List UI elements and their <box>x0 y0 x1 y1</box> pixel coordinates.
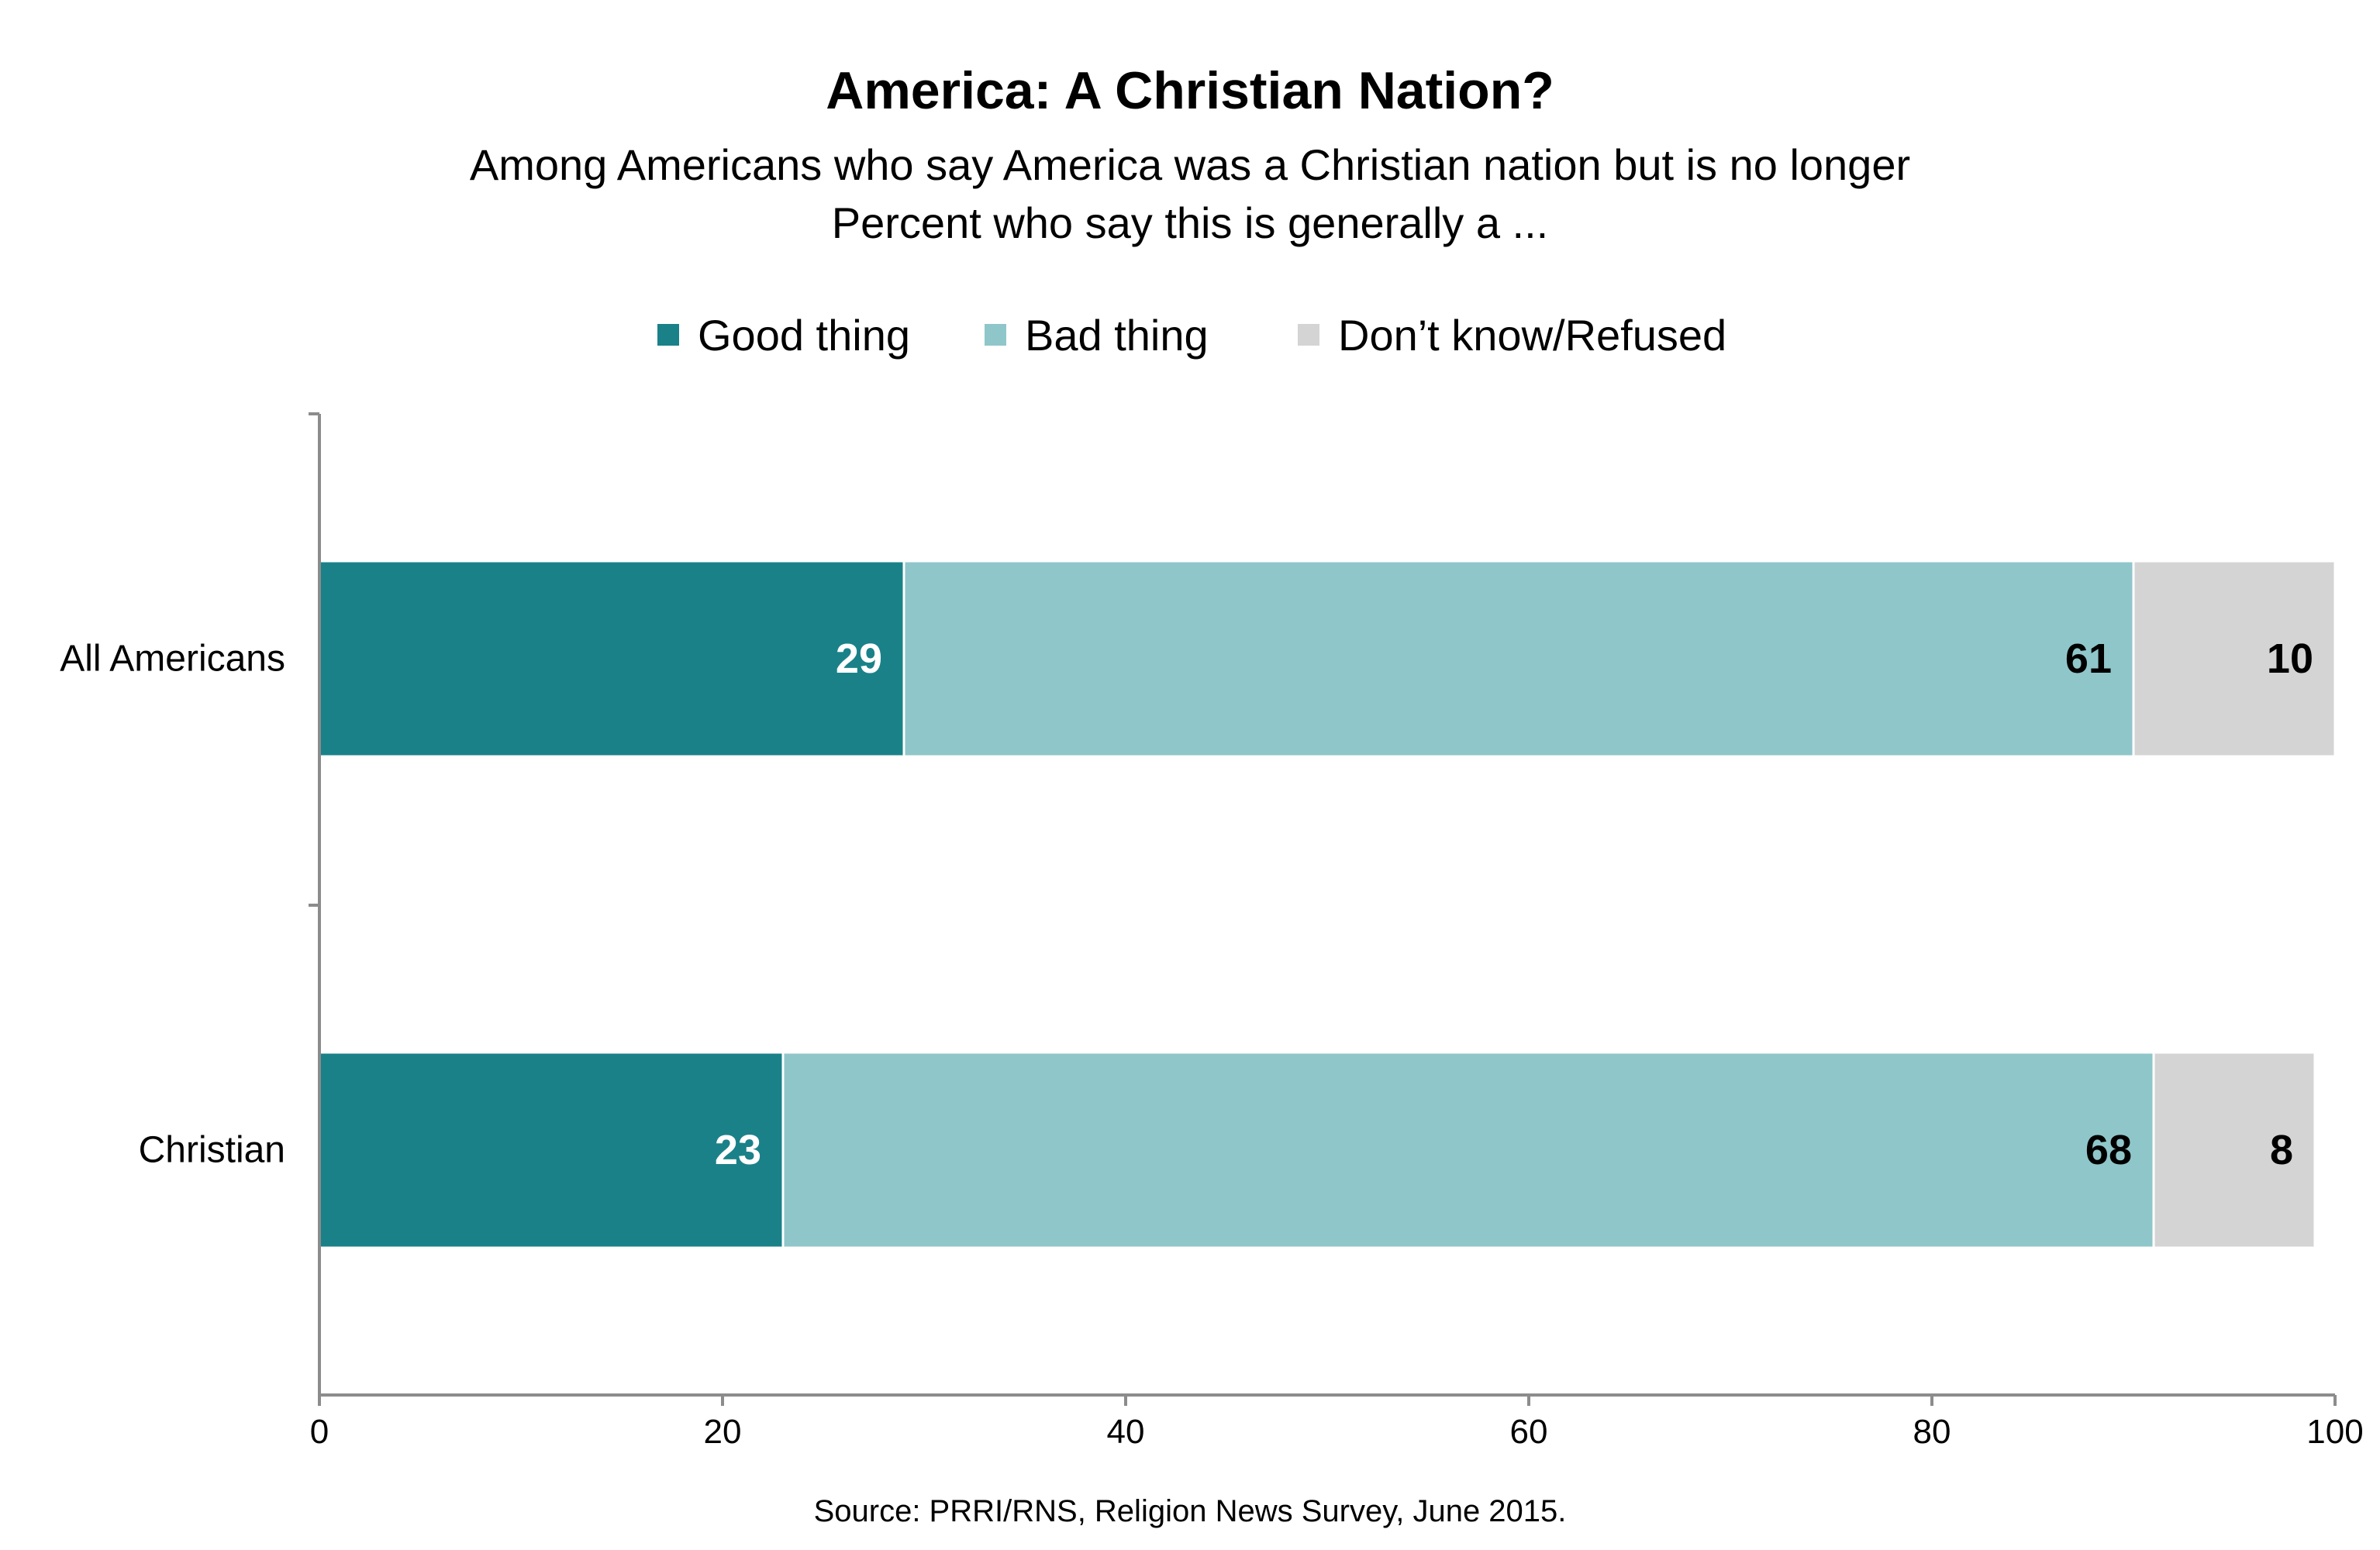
bar-value-label-all-americans-good-thing: 29 <box>836 636 882 682</box>
x-tick-label-60: 60 <box>1510 1413 1548 1451</box>
bar-christian-bad-thing <box>781 1051 2155 1249</box>
chart-title: America: A Christian Nation? <box>826 61 1554 120</box>
legend-item-good-thing: Good thing <box>657 308 910 362</box>
chart-subtitle-line-1: Among Americans who say America was a Ch… <box>469 140 1911 189</box>
x-tick-label-0: 0 <box>310 1413 329 1451</box>
x-tick-label-20: 20 <box>704 1413 742 1451</box>
legend-item-bad-thing: Bad thing <box>985 308 1209 362</box>
bar-christian-good-thing <box>318 1051 785 1249</box>
bar-christian-don-t-know-refused <box>2152 1051 2316 1249</box>
category-label-christian: Christian <box>139 1130 285 1171</box>
legend-label-bad-thing: Bad thing <box>1025 310 1209 360</box>
bar-all-americans-bad-thing <box>902 560 2135 758</box>
bar-all-americans-good-thing <box>318 560 905 758</box>
legend-swatch-good-thing <box>657 324 679 346</box>
legend-swatch-bad-thing <box>985 324 1006 346</box>
legend-label-dont-know: Don’t know/Refused <box>1338 310 1727 360</box>
legend-item-dont-know: Don’t know/Refused <box>1298 308 1726 362</box>
source-note: Source: PRRI/RNS, Religion News Survey, … <box>813 1494 1567 1528</box>
x-tick-label-80: 80 <box>1913 1413 1951 1451</box>
bar-value-label-christian-bad-thing: 68 <box>2085 1127 2132 1173</box>
chart-subtitle-line-2: Percent who say this is generally a ... <box>831 198 1549 247</box>
bar-value-label-christian-good-thing: 23 <box>715 1127 761 1173</box>
x-tick-label-100: 100 <box>2306 1413 2363 1451</box>
legend-label-good-thing: Good thing <box>698 310 910 360</box>
category-label-all-americans: All Americans <box>60 639 285 680</box>
x-tick-label-40: 40 <box>1107 1413 1145 1451</box>
legend-swatch-dont-know <box>1298 324 1319 346</box>
bar-value-label-all-americans-don-t-know-refused: 10 <box>2267 636 2313 682</box>
bar-value-label-christian-don-t-know-refused: 8 <box>2270 1127 2293 1173</box>
bar-all-americans-don-t-know-refused <box>2132 560 2337 758</box>
bar-value-label-all-americans-bad-thing: 61 <box>2065 636 2112 682</box>
